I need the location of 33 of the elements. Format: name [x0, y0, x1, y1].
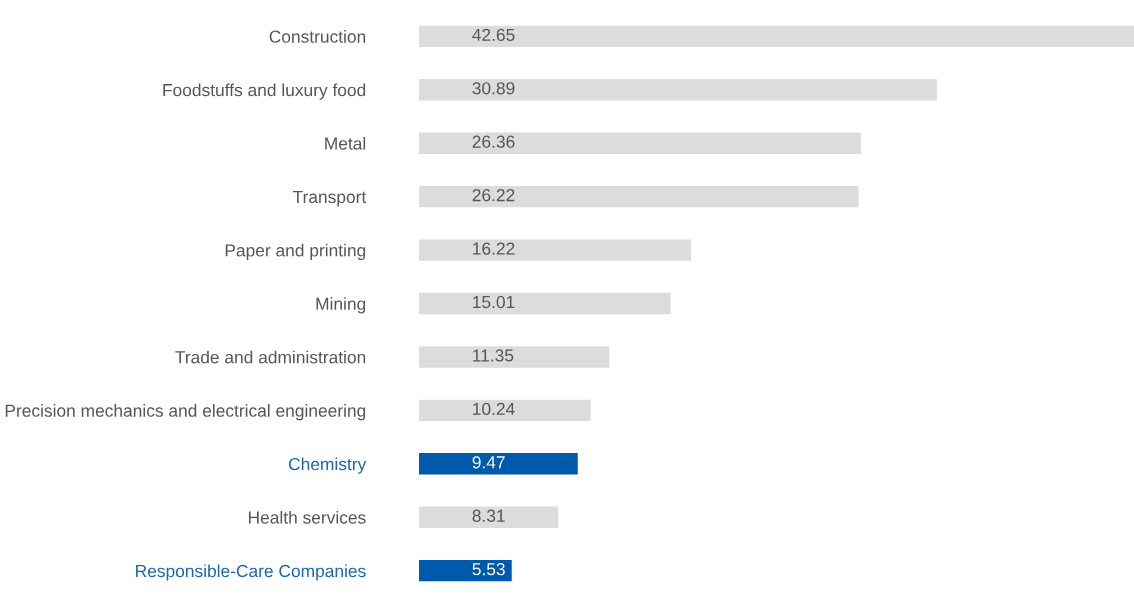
data-label: 11.35: [473, 349, 514, 362]
y-tick-label: Construction: [269, 30, 366, 43]
data-label: 5.53: [472, 563, 505, 576]
data-label: 15.01: [473, 295, 515, 309]
data-label: 26.22: [472, 189, 515, 202]
data-label: 10.24: [473, 402, 515, 416]
y-tick-label: Foodstuffs and luxury food: [163, 83, 366, 100]
y-tick-label: Chemistry: [288, 457, 367, 474]
data-label: 9.47: [472, 456, 505, 469]
bar: [419, 506, 559, 528]
y-tick-label: Health services: [248, 510, 366, 524]
data-label: 30.89: [472, 82, 515, 95]
y-tick-label: Metal: [325, 136, 366, 150]
bar: [419, 132, 861, 154]
bar: [419, 25, 1134, 48]
bar: [419, 185, 859, 208]
bar: [419, 399, 591, 422]
bar: [419, 453, 578, 475]
data-label: 8.31: [472, 509, 505, 522]
data-label: 42.65: [472, 28, 515, 41]
data-label: 16.22: [473, 242, 515, 255]
bar: [419, 559, 512, 582]
y-tick-label: Precision mechanics and electrical engineering: [5, 404, 366, 421]
bar: [419, 346, 610, 368]
y-tick-label: Trade and administration: [175, 350, 366, 364]
bar: [419, 292, 671, 315]
y-tick-label: Transport: [292, 190, 367, 207]
bar: [419, 239, 691, 261]
y-tick-label: Paper and printing: [225, 243, 366, 260]
bar: [419, 79, 937, 101]
data-label: 26.36: [472, 135, 515, 148]
y-tick-label: Responsible-Care Companies: [136, 564, 366, 581]
y-tick-label: Mining: [316, 297, 366, 314]
